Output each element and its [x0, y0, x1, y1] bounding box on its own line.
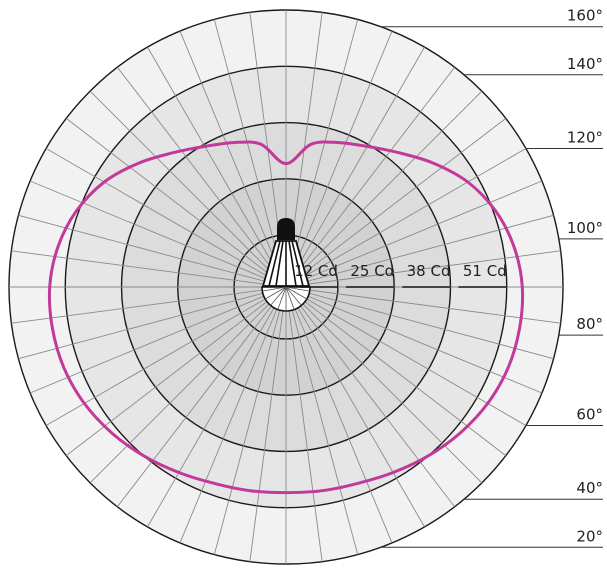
spoke — [285, 286, 359, 555]
spoke — [18, 214, 287, 288]
spoke — [65, 286, 287, 456]
radial-tick-label: 25 Cd — [350, 262, 394, 280]
angle-label-100: 100° — [567, 219, 603, 237]
bulb-rib — [262, 286, 287, 292]
spoke — [147, 46, 287, 288]
bulb-rib — [277, 286, 287, 310]
spoke — [89, 286, 287, 484]
angle-label-40: 40° — [576, 479, 603, 497]
radial-tick-label: 12 Cd — [294, 262, 338, 280]
spoke — [213, 19, 287, 288]
angle-spokes — [9, 10, 563, 564]
bulb-fin — [291, 240, 304, 287]
bulb-rib — [265, 286, 287, 300]
bulb-fin — [268, 240, 281, 287]
bulb-fin — [275, 240, 284, 287]
angle-label-80: 80° — [576, 315, 603, 333]
spoke — [11, 286, 287, 324]
spoke — [285, 19, 359, 288]
spoke — [285, 286, 543, 394]
candela-curve-line — [47, 140, 525, 495]
spoke — [285, 46, 425, 288]
spoke — [285, 286, 527, 426]
spoke — [285, 286, 483, 484]
angle-label-leaders: 160° 140° 120° 100° 80° 60° 40° 20° — [380, 7, 603, 548]
spoke — [285, 66, 455, 288]
spoke — [285, 286, 425, 528]
spoke — [285, 214, 554, 288]
spoke — [285, 286, 323, 562]
angle-label-160: 160° — [567, 7, 603, 25]
spoke — [117, 286, 287, 508]
spoke — [89, 90, 287, 288]
spoke — [29, 286, 287, 394]
spoke — [45, 286, 287, 426]
spoke — [179, 30, 287, 288]
light-bulb-icon — [261, 218, 311, 312]
spoke — [285, 286, 554, 360]
spoke — [213, 286, 287, 555]
spoke — [285, 90, 483, 288]
angle-label-140: 140° — [567, 55, 603, 73]
bulb-rib — [285, 286, 310, 292]
bulb-rib — [285, 286, 307, 300]
spoke — [285, 250, 561, 288]
spoke — [65, 118, 287, 288]
radial-tick-labels: 12 Cd 25 Cd 38 Cd 51 Cd — [294, 262, 507, 288]
spoke — [285, 286, 393, 544]
spoke — [29, 180, 287, 288]
spoke — [285, 148, 527, 288]
spoke — [11, 250, 287, 288]
spoke — [285, 286, 507, 456]
radial-tick-label: 38 Cd — [407, 262, 451, 280]
spoke — [117, 66, 287, 288]
bulb-rib — [270, 286, 287, 306]
spoke — [285, 118, 507, 288]
spoke — [147, 286, 287, 528]
spoke — [285, 30, 393, 288]
angle-label-120: 120° — [567, 129, 603, 147]
spoke — [285, 286, 455, 508]
radial-tick-label: 51 Cd — [463, 262, 507, 280]
spoke — [285, 286, 561, 324]
bulb-rib — [285, 286, 302, 306]
spoke — [18, 286, 287, 360]
spoke — [179, 286, 287, 544]
angle-label-20: 20° — [576, 527, 603, 545]
candela-curve — [47, 140, 525, 495]
bulb-base — [277, 218, 295, 240]
bulb-fin — [288, 240, 297, 287]
spoke — [45, 148, 287, 288]
angle-label-60: 60° — [576, 406, 603, 424]
spoke — [285, 180, 543, 288]
bulb-rib — [285, 286, 295, 310]
spoke — [249, 286, 287, 562]
